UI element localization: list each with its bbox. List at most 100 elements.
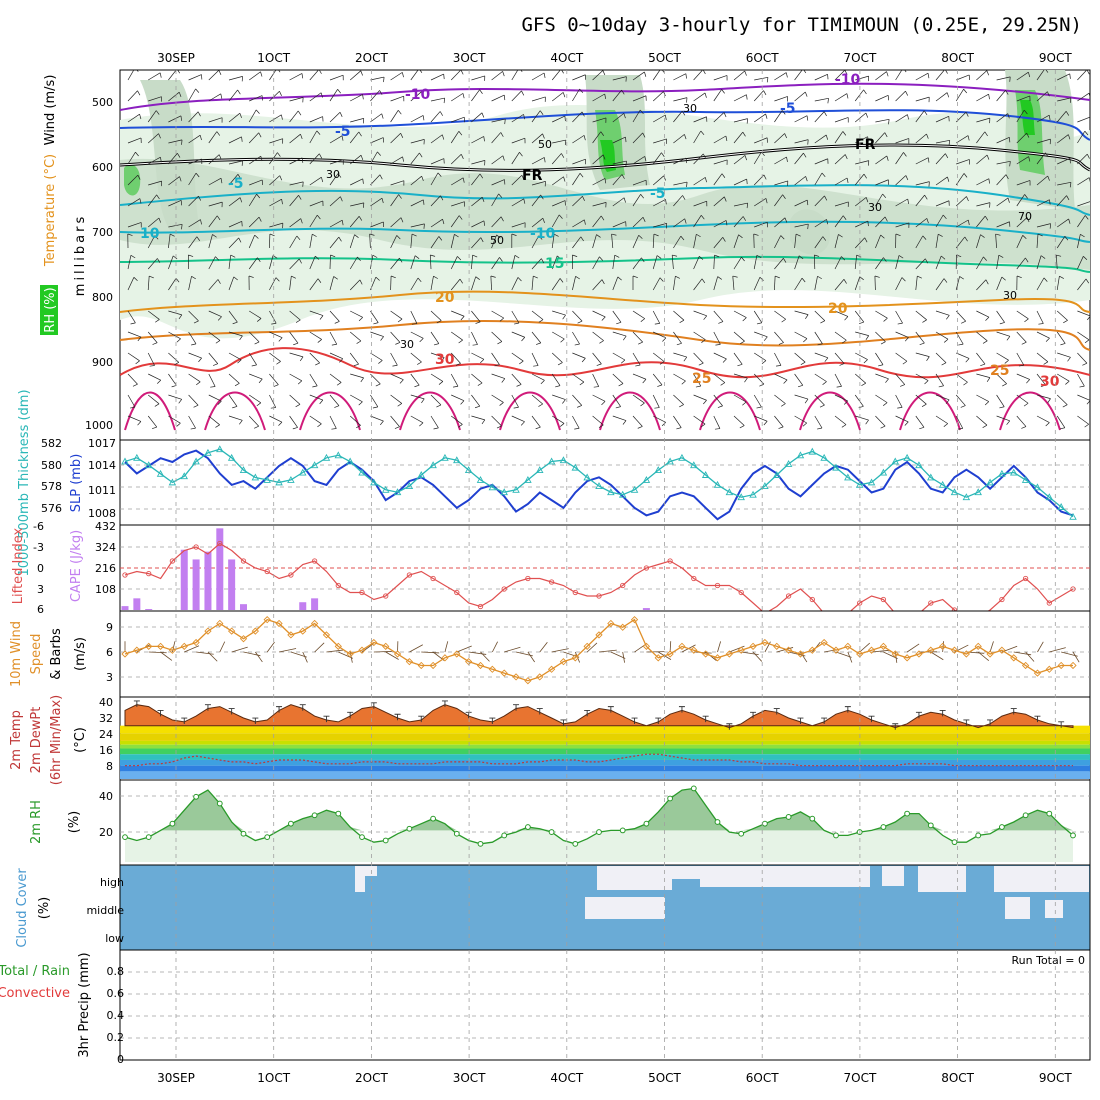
upper-barb xyxy=(895,373,906,385)
wind-marker xyxy=(476,661,485,670)
contour-labels: -10 -5 FR -5 10 15 20 25 30 -10 -5 FR -5… xyxy=(140,72,1060,390)
upper-barb xyxy=(370,352,383,361)
rh-marker xyxy=(833,832,839,839)
upper-barb xyxy=(612,352,626,361)
upper-barb-flag xyxy=(433,275,438,279)
upper-barb xyxy=(370,90,380,102)
upper-barb-flag xyxy=(411,233,417,237)
temp-minmax-marker xyxy=(513,704,520,711)
thickness-marker xyxy=(642,475,651,483)
upper-barb-flag xyxy=(379,420,384,426)
upper-barb xyxy=(329,394,340,406)
thickness-marker xyxy=(322,453,331,461)
upper-barb xyxy=(693,415,706,425)
upper-barb-flag xyxy=(504,119,506,125)
upper-barb xyxy=(269,373,279,385)
upper-barb xyxy=(471,331,478,345)
upper-air-panel: -10 -5 FR -5 10 15 20 25 30 -10 -5 FR -5… xyxy=(40,69,1091,441)
slp-ylabel: SLP (mb) xyxy=(69,454,84,513)
upper-barb-flag xyxy=(455,363,461,366)
upper-barb-flag xyxy=(925,258,929,264)
vertical-grid xyxy=(175,70,1056,1060)
li-marker xyxy=(1046,600,1052,606)
upper-barb xyxy=(228,255,232,270)
upper-barb xyxy=(592,154,604,165)
upper-barb xyxy=(390,257,400,270)
upper-barb-flag xyxy=(553,233,559,237)
wind-marker xyxy=(832,646,840,654)
upper-barb xyxy=(208,234,213,249)
upper-barb xyxy=(673,415,682,428)
upper-barb-flag xyxy=(136,70,139,72)
upper-barb xyxy=(632,310,645,319)
date-label: 5OCT xyxy=(648,1071,681,1085)
upper-barb-flag xyxy=(621,89,625,95)
upper-barb-flag xyxy=(521,175,525,180)
upper-barb-flag xyxy=(154,235,159,240)
upper-barb xyxy=(1077,153,1088,165)
upper-barb xyxy=(228,310,238,323)
upper-barb xyxy=(208,310,222,318)
upper-barb-flag xyxy=(369,233,375,236)
upper-barb xyxy=(814,219,827,228)
temp-max-markers xyxy=(133,700,1065,730)
upper-barb-flag xyxy=(820,320,826,324)
upper-barb xyxy=(915,310,927,321)
upper-barb-flag xyxy=(519,152,523,157)
upper-barb xyxy=(1057,157,1071,165)
wind-marker xyxy=(891,650,899,658)
upper-barb-flag xyxy=(237,174,241,179)
contour-label: -10 xyxy=(405,87,431,103)
upper-barb xyxy=(754,331,768,338)
upper-barb xyxy=(673,195,683,207)
upper-barb-flag xyxy=(604,93,607,99)
upper-barb xyxy=(895,222,910,228)
upper-barb-flag xyxy=(239,197,243,203)
upper-barb-flag xyxy=(581,358,586,363)
upper-barb-flag xyxy=(982,340,988,344)
upper-barb xyxy=(753,277,761,291)
upper-barb xyxy=(390,217,402,228)
upper-barb-flag xyxy=(139,198,142,204)
upper-barb xyxy=(935,352,947,363)
upper-barb xyxy=(430,373,444,382)
wind-marker xyxy=(986,650,994,658)
upper-barb-flag xyxy=(402,156,404,162)
upper-barb-flag xyxy=(561,153,565,158)
upper-barb xyxy=(531,194,541,207)
upper-barb xyxy=(491,71,503,81)
upper-barb xyxy=(753,394,762,408)
upper-barb xyxy=(390,95,404,102)
upper-barb xyxy=(370,373,381,385)
upper-barb xyxy=(208,93,221,102)
upper-barb-flag xyxy=(472,344,478,346)
rh-label: 50 xyxy=(490,234,504,247)
rh-marker xyxy=(216,800,223,807)
upper-barb xyxy=(834,131,844,144)
upper-barb-flag xyxy=(720,382,726,386)
upper-barb-flag xyxy=(501,378,506,383)
upper-barb-flag xyxy=(780,235,785,240)
ytick-label: 1008 xyxy=(88,507,116,520)
upper-barb-flag xyxy=(156,194,160,200)
li-ylabel: Lifted Index xyxy=(11,527,26,604)
upper-barb-flag xyxy=(423,199,425,205)
date-label: 30SEP xyxy=(157,1071,195,1085)
upper-barb-flag xyxy=(300,218,303,224)
upper-barb xyxy=(329,331,338,345)
upper-barb xyxy=(491,257,500,270)
upper-barb xyxy=(248,415,260,427)
upper-barb xyxy=(269,114,282,123)
wind-marker xyxy=(796,650,805,658)
upper-barb xyxy=(855,160,869,165)
thickness-marker xyxy=(180,472,189,480)
thickness-marker xyxy=(547,457,556,465)
upper-barb-flag xyxy=(1043,361,1049,365)
upper-barb-flag xyxy=(941,362,947,366)
contour-label: -10 xyxy=(530,226,556,242)
wind-ylabel-2: Speed xyxy=(29,634,44,675)
upper-barb-flag xyxy=(599,256,604,261)
cape-bar xyxy=(145,609,153,610)
upper-barb xyxy=(208,256,216,270)
upper-barb xyxy=(875,352,884,365)
